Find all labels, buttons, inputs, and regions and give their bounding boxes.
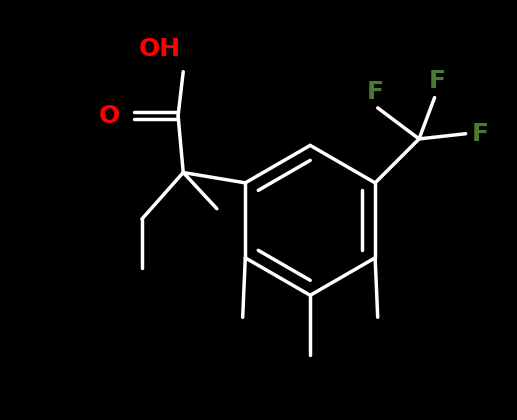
Text: O: O (99, 104, 120, 128)
Text: F: F (429, 69, 446, 93)
Text: F: F (472, 122, 489, 146)
Text: OH: OH (139, 37, 181, 61)
Text: F: F (367, 80, 384, 104)
